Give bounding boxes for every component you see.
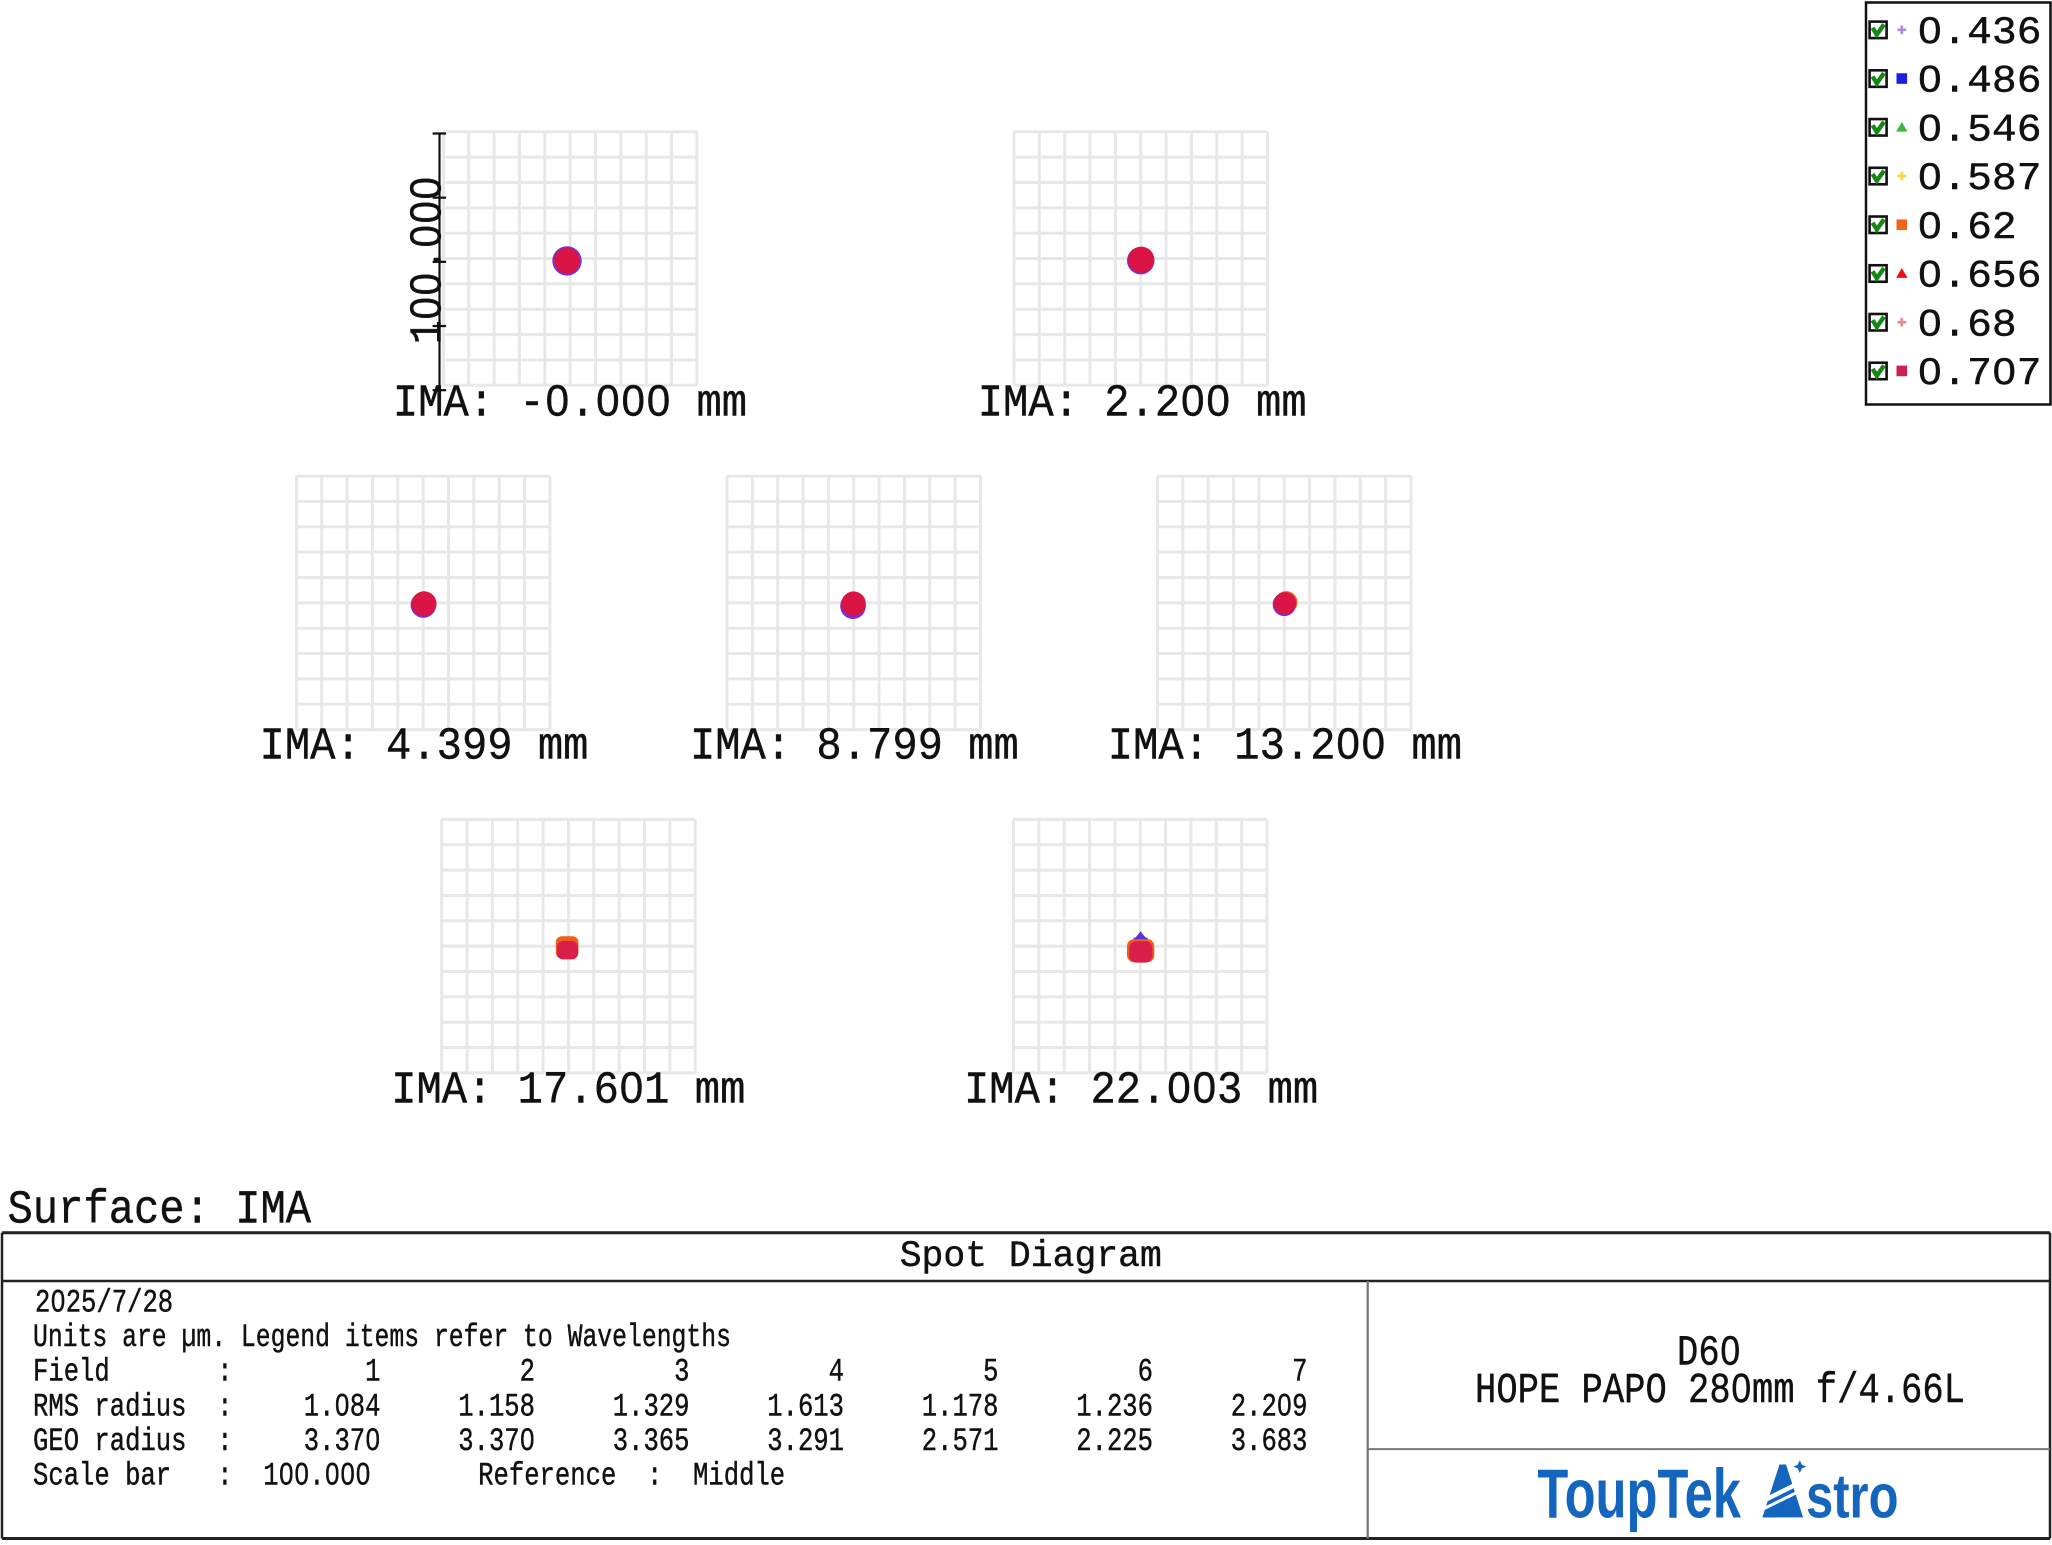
- svg-text:IMA: 17.601 mm: IMA: 17.601 mm: [391, 1065, 745, 1117]
- svg-text:GEO radius :: GEO radius :: [33, 1423, 233, 1460]
- svg-text:1: 1: [365, 1354, 380, 1391]
- svg-text:2.225: 2.225: [1076, 1423, 1153, 1460]
- svg-text:Units are µm. Legend items ref: Units are µm. Legend items refer to Wave…: [33, 1319, 731, 1356]
- svg-text:1.613: 1.613: [767, 1388, 844, 1425]
- svg-text:6: 6: [1138, 1354, 1153, 1391]
- svg-text:0.486: 0.486: [1918, 60, 2042, 104]
- svg-text:0.546: 0.546: [1918, 108, 2042, 152]
- svg-text:2.209: 2.209: [1231, 1388, 1308, 1425]
- svg-text:stro: stro: [1806, 1462, 1899, 1531]
- svg-text:3.683: 3.683: [1231, 1423, 1308, 1460]
- svg-text:0.656: 0.656: [1918, 255, 2042, 299]
- svg-text:IMA: 22.003 mm: IMA: 22.003 mm: [964, 1065, 1318, 1117]
- svg-text:0.587: 0.587: [1918, 157, 2042, 201]
- svg-text:4: 4: [829, 1354, 844, 1391]
- svg-text:D60: D60: [1677, 1329, 1741, 1377]
- svg-text:3.291: 3.291: [767, 1423, 844, 1460]
- svg-text:2: 2: [520, 1354, 535, 1391]
- svg-text:1.178: 1.178: [922, 1388, 999, 1425]
- svg-text:7: 7: [1292, 1354, 1307, 1391]
- svg-text:3.365: 3.365: [613, 1423, 690, 1460]
- svg-text:0.68: 0.68: [1918, 303, 2017, 347]
- svg-text:0.707: 0.707: [1918, 352, 2042, 396]
- svg-text:2.571: 2.571: [922, 1423, 999, 1460]
- svg-text:3: 3: [674, 1354, 689, 1391]
- svg-text:IMA: 4.399 mm: IMA: 4.399 mm: [260, 721, 589, 773]
- svg-text:IMA: -0.000 mm: IMA: -0.000 mm: [393, 377, 747, 429]
- svg-text:Field :: Field :: [33, 1354, 233, 1391]
- svg-text:IMA: 2.200 mm: IMA: 2.200 mm: [978, 377, 1307, 429]
- svg-text:100.000: 100.000: [403, 176, 454, 344]
- svg-text:1.158: 1.158: [458, 1388, 535, 1425]
- svg-text:Spot Diagram: Spot Diagram: [900, 1236, 1162, 1278]
- svg-text:RMS radius :: RMS radius :: [33, 1388, 233, 1425]
- svg-text:3.370: 3.370: [304, 1423, 381, 1460]
- svg-text:Scale bar : 100.000 R: Scale bar : 100.000 Reference : Middle: [33, 1458, 785, 1495]
- svg-text:1.329: 1.329: [613, 1388, 690, 1425]
- svg-text:IMA: 13.200 mm: IMA: 13.200 mm: [1108, 721, 1462, 773]
- svg-text:IMA: 8.799 mm: IMA: 8.799 mm: [690, 721, 1019, 773]
- svg-text:3.370: 3.370: [458, 1423, 535, 1460]
- svg-text:0.62: 0.62: [1918, 206, 2017, 250]
- svg-text:Surface: IMA: Surface: IMA: [8, 1184, 312, 1238]
- svg-text:2025/7/28: 2025/7/28: [35, 1285, 173, 1322]
- svg-text:5: 5: [983, 1354, 998, 1391]
- svg-text:0.436: 0.436: [1918, 11, 2042, 55]
- svg-text:1.236: 1.236: [1076, 1388, 1153, 1425]
- svg-text:ToupTek: ToupTek: [1537, 1454, 1741, 1532]
- svg-text:HOPE PAPO 280mm f/4.66L: HOPE PAPO 280mm f/4.66L: [1475, 1367, 1965, 1415]
